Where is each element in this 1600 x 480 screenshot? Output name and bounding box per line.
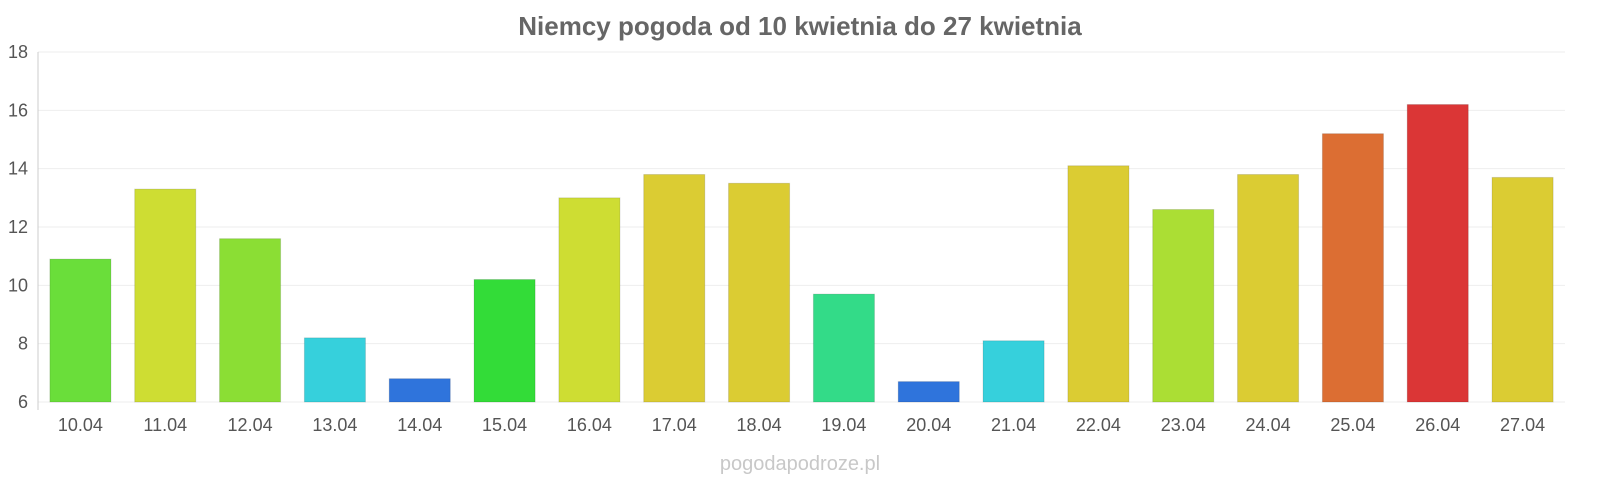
bar-11.04[interactable] <box>134 188 197 403</box>
x-tick-label: 18.04 <box>737 415 782 435</box>
y-axis-ticks: 6 8 10 12 14 16 18 <box>8 42 28 412</box>
y-tick-label: 16 <box>8 100 28 120</box>
grid-lines <box>38 51 1565 403</box>
x-tick-label: 21.04 <box>991 415 1036 435</box>
bar-21.04[interactable] <box>982 340 1045 403</box>
x-axis-ticks: 10.04 11.04 12.04 13.04 14.04 15.04 16.04 17.04… <box>58 415 1545 435</box>
y-tick-label: 6 <box>18 392 28 412</box>
x-tick-label: 27.04 <box>1500 415 1545 435</box>
y-tick-label: 14 <box>8 159 28 179</box>
bar-14.04[interactable] <box>388 378 451 403</box>
bar-22.04[interactable] <box>1067 165 1130 403</box>
y-tick-label: 8 <box>18 334 28 354</box>
x-tick-label: 20.04 <box>906 415 951 435</box>
y-tick-label: 18 <box>8 42 28 62</box>
x-tick-label: 26.04 <box>1415 415 1460 435</box>
chart-title: Niemcy pogoda od 10 kwietnia do 27 kwiet… <box>518 11 1082 41</box>
x-tick-label: 16.04 <box>567 415 612 435</box>
bar-23.04[interactable] <box>1152 209 1215 403</box>
x-tick-label: 10.04 <box>58 415 103 435</box>
x-tick-label: 25.04 <box>1330 415 1375 435</box>
x-tick-label: 23.04 <box>1161 415 1206 435</box>
x-tick-label: 19.04 <box>821 415 866 435</box>
bar-13.04[interactable] <box>303 337 366 403</box>
bar-25.04[interactable] <box>1321 133 1384 403</box>
y-tick-label: 12 <box>8 217 28 237</box>
bar-26.04[interactable] <box>1406 104 1469 403</box>
x-tick-label: 24.04 <box>1246 415 1291 435</box>
bar-18.04[interactable] <box>728 182 791 403</box>
credit-text: pogodapodroze.pl <box>720 453 880 475</box>
bar-20.04[interactable] <box>897 381 960 403</box>
bars <box>49 104 1554 403</box>
x-tick-label: 22.04 <box>1076 415 1121 435</box>
x-tick-label: 17.04 <box>652 415 697 435</box>
bar-12.04[interactable] <box>219 238 282 403</box>
bar-19.04[interactable] <box>812 293 875 403</box>
x-tick-label: 14.04 <box>397 415 442 435</box>
x-tick-label: 11.04 <box>143 415 187 435</box>
bar-27.04[interactable] <box>1491 176 1554 403</box>
x-tick-label: 13.04 <box>312 415 357 435</box>
bar-24.04[interactable] <box>1237 174 1300 403</box>
bar-15.04[interactable] <box>473 279 536 403</box>
x-tick-label: 12.04 <box>228 415 273 435</box>
bar-16.04[interactable] <box>558 197 621 403</box>
bar-17.04[interactable] <box>643 174 706 403</box>
y-tick-label: 10 <box>8 275 28 295</box>
x-tick-label: 15.04 <box>482 415 527 435</box>
bar-10.04[interactable] <box>49 258 112 403</box>
